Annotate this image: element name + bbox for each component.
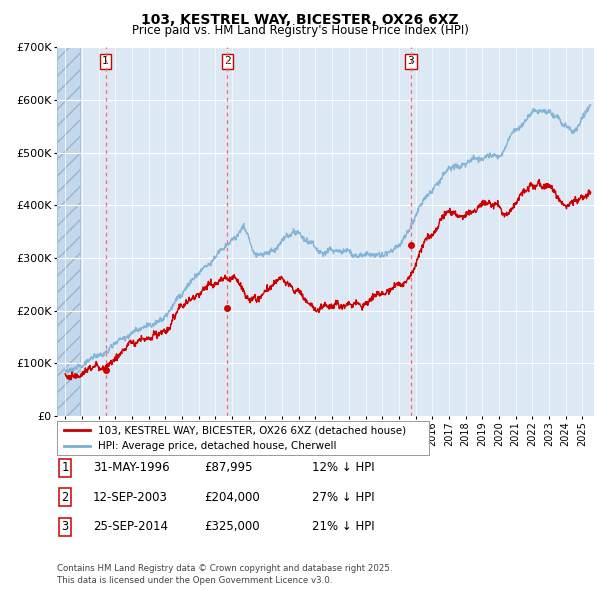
Text: Price paid vs. HM Land Registry's House Price Index (HPI): Price paid vs. HM Land Registry's House …: [131, 24, 469, 37]
Text: £204,000: £204,000: [204, 491, 260, 504]
Text: 1: 1: [61, 461, 68, 474]
Text: 21% ↓ HPI: 21% ↓ HPI: [312, 520, 374, 533]
Text: 103, KESTREL WAY, BICESTER, OX26 6XZ: 103, KESTREL WAY, BICESTER, OX26 6XZ: [141, 13, 459, 27]
Text: 3: 3: [407, 57, 415, 67]
Text: Contains HM Land Registry data © Crown copyright and database right 2025.
This d: Contains HM Land Registry data © Crown c…: [57, 565, 392, 585]
Text: 31-MAY-1996: 31-MAY-1996: [93, 461, 170, 474]
Text: £87,995: £87,995: [204, 461, 253, 474]
Text: 12-SEP-2003: 12-SEP-2003: [93, 491, 168, 504]
Text: 1: 1: [102, 57, 109, 67]
Bar: [57, 47, 80, 416]
Text: 3: 3: [61, 520, 68, 533]
Text: 2: 2: [61, 491, 68, 504]
Text: HPI: Average price, detached house, Cherwell: HPI: Average price, detached house, Cher…: [98, 441, 337, 451]
Text: 27% ↓ HPI: 27% ↓ HPI: [312, 491, 374, 504]
Text: 12% ↓ HPI: 12% ↓ HPI: [312, 461, 374, 474]
Text: £325,000: £325,000: [204, 520, 260, 533]
Text: 25-SEP-2014: 25-SEP-2014: [93, 520, 168, 533]
Text: 103, KESTREL WAY, BICESTER, OX26 6XZ (detached house): 103, KESTREL WAY, BICESTER, OX26 6XZ (de…: [98, 425, 406, 435]
Text: 2: 2: [224, 57, 230, 67]
